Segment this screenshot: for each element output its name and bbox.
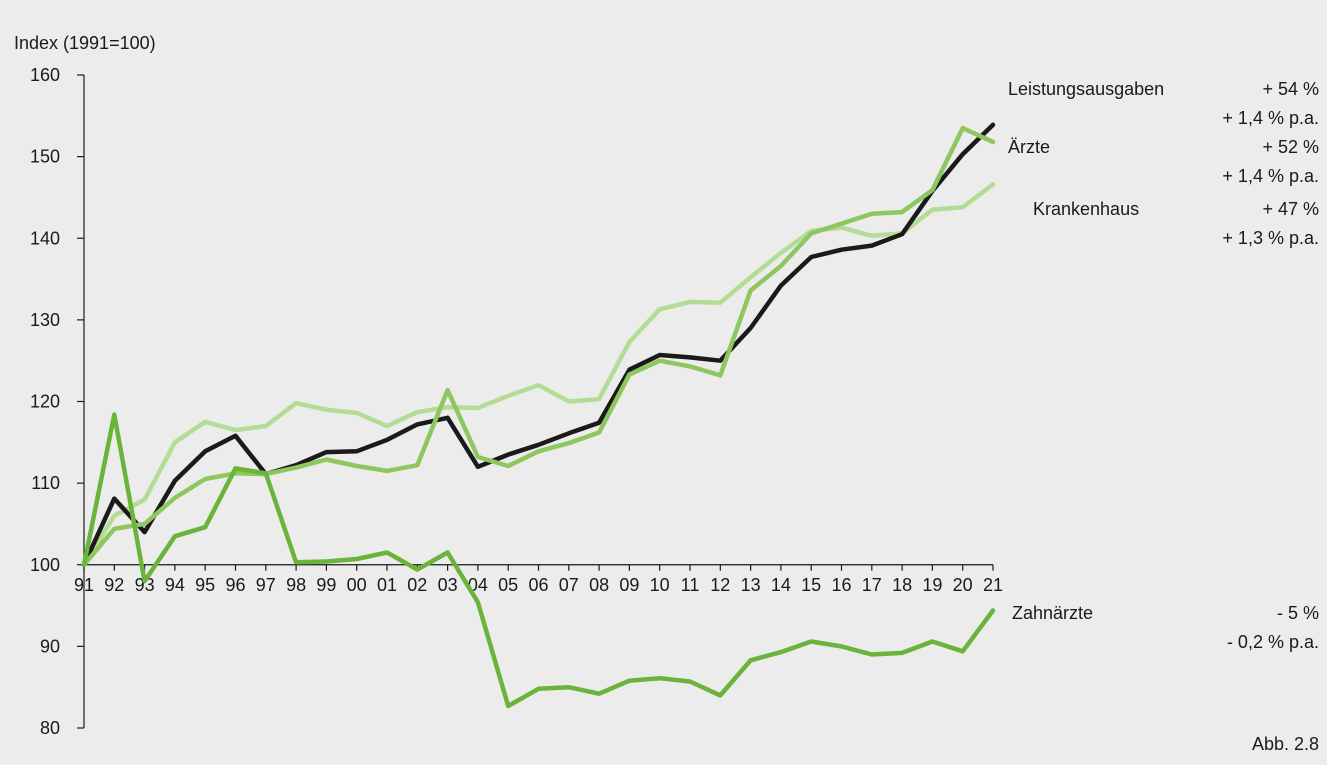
y-tick-label: 150 <box>30 147 60 167</box>
annotation-pa: + 1,4 % p.a. <box>1222 166 1319 186</box>
x-tick-label: 14 <box>771 575 791 595</box>
annotation-pct: + 47 % <box>1262 199 1319 219</box>
annotation-pa: - 0,2 % p.a. <box>1227 632 1319 652</box>
annotation-leistungsausgaben: Leistungsausgaben + 54 % + 1,4 % p.a. <box>1008 79 1319 128</box>
x-tick-label: 01 <box>377 575 397 595</box>
x-tick-label: 15 <box>801 575 821 595</box>
x-tick-label: 16 <box>831 575 851 595</box>
y-tick-label: 90 <box>40 636 60 656</box>
figure-label: Abb. 2.8 <box>1252 734 1319 754</box>
x-tick-label: 09 <box>619 575 639 595</box>
y-tick-label: 80 <box>40 718 60 738</box>
annotation-pct: + 52 % <box>1262 137 1319 157</box>
x-tick-label: 98 <box>286 575 306 595</box>
annotation-krankenhaus: Krankenhaus + 47 % + 1,3 % p.a. <box>1033 199 1319 248</box>
x-tick-label: 95 <box>195 575 215 595</box>
annotation-pa: + 1,4 % p.a. <box>1222 108 1319 128</box>
annotation-label: Krankenhaus <box>1033 199 1139 219</box>
x-tick-label: 19 <box>922 575 942 595</box>
x-tick-label: 99 <box>316 575 336 595</box>
x-tick-label: 18 <box>892 575 912 595</box>
series-layer <box>81 122 996 709</box>
x-tick-label: 21 <box>983 575 1003 595</box>
x-tick-label: 91 <box>74 575 94 595</box>
annotation-label: Zahnärzte <box>1012 603 1093 623</box>
y-tick-label: 160 <box>30 65 60 85</box>
annotation-pct: + 54 % <box>1262 79 1319 99</box>
y-tick-label: 100 <box>30 555 60 575</box>
annotation-pa: + 1,3 % p.a. <box>1222 228 1319 248</box>
y-tick-label: 140 <box>30 228 60 248</box>
series-line-leistungsausgaben <box>81 122 996 568</box>
x-axis: 91 92 93 94 95 96 97 98 99 00 01 02 03 04 05 06 07 08 09 10… <box>74 564 1003 595</box>
x-tick-label: 02 <box>407 575 427 595</box>
x-tick-label: 08 <box>589 575 609 595</box>
annotation-zahnaerzte: Zahnärzte - 5 % - 0,2 % p.a. <box>1012 603 1319 652</box>
x-tick-label: 17 <box>862 575 882 595</box>
x-tick-label: 97 <box>256 575 276 595</box>
x-tick-label: 12 <box>710 575 730 595</box>
x-tick-label: 96 <box>225 575 245 595</box>
x-tick-label: 06 <box>528 575 548 595</box>
x-tick-label: 03 <box>438 575 458 595</box>
x-tick-label: 93 <box>135 575 155 595</box>
annotation-label: Ärzte <box>1008 137 1050 157</box>
x-tick-label: 07 <box>559 575 579 595</box>
x-tick-label: 11 <box>681 575 700 595</box>
x-tick-label: 10 <box>650 575 670 595</box>
y-tick-label: 120 <box>30 392 60 412</box>
annotation-aerzte: Ärzte + 52 % + 1,4 % p.a. <box>1008 137 1319 186</box>
series-line-krankenhaus <box>81 182 996 568</box>
x-tick-label: 05 <box>498 575 518 595</box>
x-tick-label: 13 <box>741 575 761 595</box>
series-line-zahnaerzte <box>81 412 996 709</box>
annotation-pct: - 5 % <box>1277 603 1319 623</box>
x-tick-label: 94 <box>165 575 185 595</box>
y-axis-label: Index (1991=100) <box>14 33 156 53</box>
x-tick-label: 92 <box>104 575 124 595</box>
x-tick-label: 20 <box>953 575 973 595</box>
annotation-label: Leistungsausgaben <box>1008 79 1164 99</box>
y-axis: 80 90 100 110 120 130 140 150 160 <box>30 65 85 738</box>
x-tick-label: 00 <box>347 575 367 595</box>
y-tick-label: 130 <box>30 310 60 330</box>
y-tick-label: 110 <box>31 473 60 493</box>
